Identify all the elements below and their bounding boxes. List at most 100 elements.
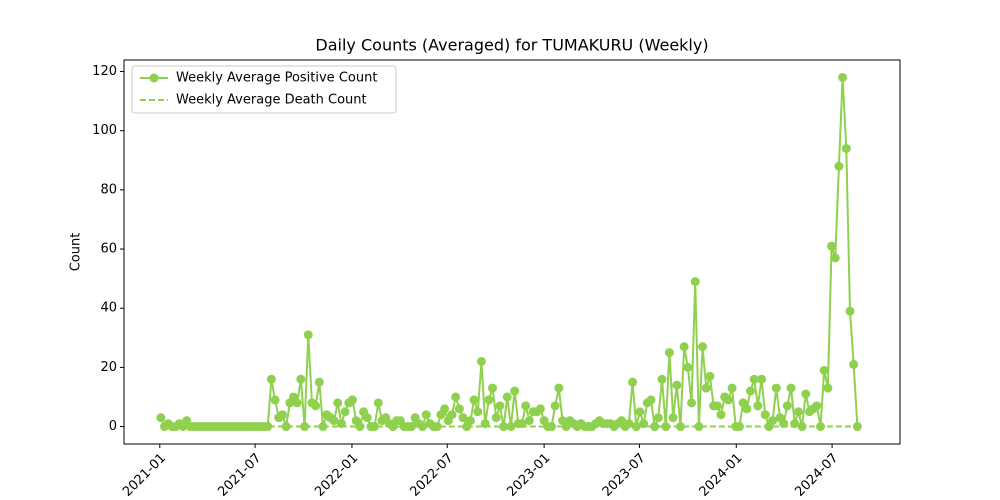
point bbox=[333, 398, 343, 408]
point bbox=[296, 374, 306, 384]
point bbox=[373, 398, 383, 408]
point bbox=[454, 404, 464, 414]
point bbox=[631, 422, 641, 432]
point bbox=[801, 389, 811, 399]
point bbox=[535, 404, 545, 414]
point bbox=[521, 401, 531, 411]
point bbox=[675, 422, 685, 432]
point bbox=[491, 413, 501, 423]
point bbox=[672, 380, 682, 390]
point bbox=[292, 398, 302, 408]
point bbox=[303, 330, 313, 340]
point bbox=[488, 383, 498, 393]
point bbox=[723, 395, 733, 405]
point bbox=[683, 362, 693, 372]
legend-label: Weekly Average Death Count bbox=[176, 93, 367, 108]
point bbox=[263, 422, 273, 432]
point bbox=[845, 306, 855, 316]
series-line bbox=[159, 77, 859, 431]
point bbox=[834, 161, 844, 171]
point bbox=[266, 374, 276, 384]
point bbox=[694, 422, 704, 432]
point bbox=[687, 398, 697, 408]
point bbox=[329, 416, 339, 426]
point bbox=[849, 359, 859, 369]
point bbox=[838, 72, 848, 82]
point bbox=[657, 374, 667, 384]
point bbox=[827, 241, 837, 251]
point bbox=[476, 356, 486, 366]
point bbox=[458, 413, 468, 423]
point bbox=[782, 401, 792, 411]
point bbox=[830, 253, 840, 263]
point bbox=[510, 386, 520, 396]
point bbox=[502, 392, 512, 402]
y-tick-label: 20 bbox=[100, 360, 117, 375]
point bbox=[550, 401, 560, 411]
point bbox=[819, 365, 829, 375]
point bbox=[793, 407, 803, 417]
point bbox=[690, 277, 700, 287]
point bbox=[314, 377, 324, 387]
point bbox=[749, 374, 759, 384]
point bbox=[628, 377, 638, 387]
point bbox=[705, 371, 715, 381]
point bbox=[495, 401, 505, 411]
point bbox=[406, 422, 416, 432]
point bbox=[340, 407, 350, 417]
point bbox=[447, 410, 457, 420]
point bbox=[554, 383, 564, 393]
point bbox=[823, 383, 833, 393]
point bbox=[768, 416, 778, 426]
plot-frame bbox=[123, 59, 901, 445]
point bbox=[440, 404, 450, 414]
point bbox=[432, 422, 442, 432]
chart-title: Daily Counts (Averaged) for TUMAKURU (We… bbox=[315, 36, 708, 55]
point bbox=[668, 413, 678, 423]
y-tick-label: 60 bbox=[100, 242, 117, 257]
point bbox=[506, 422, 516, 432]
point bbox=[653, 413, 663, 423]
point bbox=[277, 410, 287, 420]
point bbox=[786, 383, 796, 393]
y-tick-label: 0 bbox=[109, 419, 117, 434]
y-tick-label: 120 bbox=[92, 64, 117, 79]
point bbox=[679, 342, 689, 352]
legend-marker bbox=[149, 73, 159, 83]
point bbox=[646, 395, 656, 405]
point bbox=[300, 422, 310, 432]
point bbox=[347, 395, 357, 405]
point bbox=[771, 383, 781, 393]
point bbox=[484, 395, 494, 405]
point bbox=[841, 143, 851, 153]
point bbox=[650, 422, 660, 432]
point bbox=[727, 383, 737, 393]
point bbox=[524, 416, 534, 426]
point bbox=[664, 348, 674, 358]
point bbox=[465, 416, 475, 426]
point bbox=[712, 401, 722, 411]
point bbox=[362, 413, 372, 423]
y-tick-label: 40 bbox=[100, 301, 117, 316]
point bbox=[812, 401, 822, 411]
legend-box bbox=[131, 65, 397, 114]
point bbox=[757, 374, 767, 384]
point bbox=[742, 404, 752, 414]
point bbox=[635, 407, 645, 417]
y-axis-label: Count bbox=[69, 233, 84, 272]
point bbox=[451, 392, 461, 402]
point bbox=[311, 401, 321, 411]
point bbox=[698, 342, 708, 352]
point bbox=[701, 383, 711, 393]
point bbox=[716, 410, 726, 420]
y-tick-label: 100 bbox=[92, 123, 117, 138]
legend-label: Weekly Average Positive Count bbox=[176, 71, 377, 86]
point bbox=[281, 422, 291, 432]
point bbox=[745, 386, 755, 396]
point bbox=[370, 422, 380, 432]
point bbox=[753, 401, 763, 411]
point bbox=[270, 395, 280, 405]
y-tick-label: 80 bbox=[100, 182, 117, 197]
point bbox=[760, 410, 770, 420]
point bbox=[421, 410, 431, 420]
